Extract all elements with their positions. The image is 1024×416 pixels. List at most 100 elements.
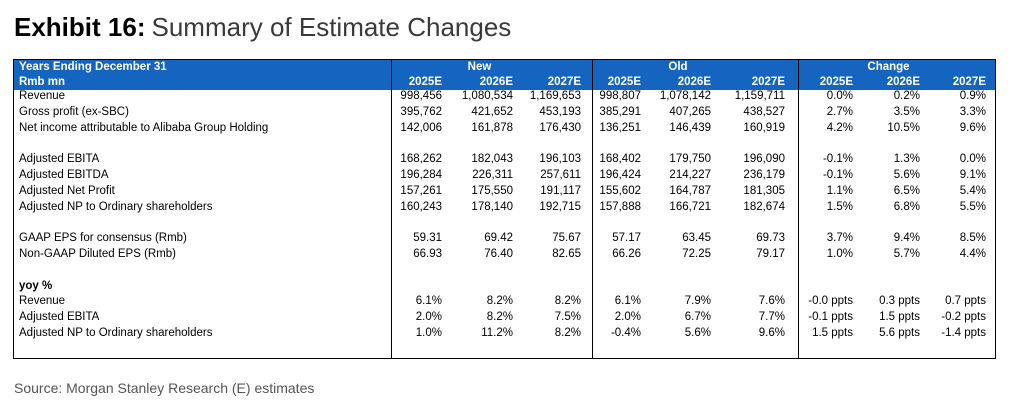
cell-chg: 3.5% (893, 105, 920, 118)
cell-new: 257,611 (540, 168, 581, 181)
cell-new: 8.2% (554, 326, 581, 339)
cell-new (444, 279, 515, 295)
cell-old: 164,787 (669, 184, 711, 197)
cell-chg: -0.2 ppts (941, 311, 986, 324)
cell-old: 385,291 (599, 105, 641, 118)
header-year: 2026E (479, 75, 513, 88)
cell-chg: 6.5% (893, 184, 920, 197)
cell-new: 160,243 (400, 200, 442, 213)
cell-new: 82.65 (552, 247, 581, 260)
row-label: Adjusted EBITDA (19, 168, 109, 181)
cell-chg: 9.6% (959, 121, 986, 134)
cell-new: 178,140 (471, 200, 513, 213)
cell-new: 421,652 (471, 105, 513, 118)
table-row: Net income attributable to Alibaba Group… (17, 121, 988, 137)
cell-new: 75.67 (552, 232, 581, 245)
header-year: 2026E (886, 75, 920, 88)
cell-old: 438,527 (743, 105, 785, 118)
cell-chg: 9.1% (959, 168, 986, 181)
cell-old: 1,078,142 (659, 90, 711, 102)
header-group-new: New (467, 61, 492, 73)
exhibit-title: Exhibit 16: Summary of Estimate Changes (14, 12, 511, 43)
cell-new: 196,103 (539, 153, 581, 166)
cell-new: 453,193 (539, 105, 581, 118)
cell-new: 69.42 (484, 232, 513, 245)
cell-new: 175,550 (471, 184, 513, 197)
cell-old: 160,919 (743, 121, 785, 134)
estimate-table-frame: Years Ending December 31 New Old Change … (13, 59, 996, 359)
cell-new: 182,043 (471, 153, 513, 166)
cell-new: 6.1% (415, 295, 442, 308)
row-label: Net income attributable to Alibaba Group… (19, 121, 269, 134)
source-note: Source: Morgan Stanley Research (E) esti… (14, 380, 315, 396)
cell-chg: 1.0% (826, 247, 853, 260)
cell-old: 179,750 (669, 153, 711, 166)
table-row: Adjusted EBITDA 196,284 226,311 257,611 196,… (17, 168, 988, 184)
cell-chg: 8.5% (959, 232, 986, 245)
cell-new: 1.0% (415, 326, 442, 339)
cell-chg: -0.0 ppts (808, 295, 853, 308)
cell-old: 5.6% (684, 326, 711, 339)
cell-old: 1,159,711 (734, 90, 785, 102)
header-years-label: Years Ending December 31 (19, 61, 167, 73)
cell-chg: 0.9% (959, 90, 986, 102)
cell-chg: 1.5 ppts (812, 326, 853, 339)
cell-old: 998,807 (599, 90, 641, 102)
row-label: Non-GAAP Diluted EPS (Rmb) (19, 247, 177, 260)
row-label: Adjusted NP to Ordinary shareholders (19, 200, 213, 213)
cell-new: 161,878 (471, 121, 513, 134)
cell-chg: 9.4% (893, 232, 920, 245)
table-row: Adjusted NP to Ordinary shareholders 1.0%… (17, 326, 988, 342)
cell-old: 79.17 (756, 247, 785, 260)
cell-old: 155,602 (599, 184, 641, 197)
estimate-changes-table: Years Ending December 31 New Old Change … (17, 60, 988, 342)
cell-chg: 0.0% (959, 153, 986, 166)
header-row-groups: Years Ending December 31 New Old Change (17, 60, 988, 75)
row-label: yoy % (19, 279, 53, 292)
cell-chg: 1.5% (826, 200, 853, 213)
table-row: Non-GAAP Diluted EPS (Rmb) 66.93 76.40 82.6… (17, 247, 988, 263)
header-group-old: Old (668, 61, 688, 73)
cell-old: 214,227 (669, 168, 711, 181)
cell-new: 66.93 (413, 247, 442, 260)
cell-chg: 0.0% (826, 90, 853, 102)
row-label: Revenue (19, 295, 66, 308)
cell-new: 176,430 (539, 121, 581, 134)
divider-old (592, 60, 593, 358)
header-year: 2026E (677, 75, 711, 88)
cell-old: 146,439 (669, 121, 711, 134)
cell-chg: 6.8% (893, 200, 920, 213)
cell-old: 6.7% (684, 311, 711, 324)
cell-new: 196,284 (400, 168, 442, 181)
cell-chg: 1.3% (893, 153, 920, 166)
cell-new: 998,456 (400, 90, 442, 102)
cell-chg: 3.3% (959, 105, 986, 118)
row-label: Adjusted NP to Ordinary shareholders (19, 326, 213, 339)
cell-new: 395,762 (400, 105, 442, 118)
cell-new: 192,715 (539, 200, 581, 213)
spacer-row (17, 215, 988, 231)
cell-chg: 10.5% (887, 121, 920, 134)
spacer-row (17, 263, 988, 279)
cell-new: 157,261 (400, 184, 442, 197)
cell-new: 8.2% (486, 295, 513, 308)
cell-old (583, 279, 643, 295)
cell-old: 7.6% (758, 295, 785, 308)
cell-chg: 0.3 ppts (879, 295, 920, 308)
cell-new: 8.2% (486, 311, 513, 324)
table-row: Gross profit (ex-SBC) 395,762 421,652 453,1… (17, 105, 988, 121)
cell-old: 57.17 (612, 232, 641, 245)
cell-chg: -0.1% (822, 153, 853, 166)
cell-chg: 5.5% (959, 200, 986, 213)
cell-old: 407,265 (669, 105, 711, 118)
row-label: Adjusted Net Profit (19, 184, 115, 197)
cell-old: 2.0% (614, 311, 641, 324)
cell-old: 7.7% (758, 311, 785, 324)
cell-old: 196,424 (599, 168, 641, 181)
table-row: GAAP EPS for consensus (Rmb) 59.31 69.42 75… (17, 231, 988, 247)
cell-new (515, 279, 583, 295)
cell-old: 7.9% (684, 295, 711, 308)
cell-old: 157,888 (599, 200, 641, 213)
cell-chg: 0.7 ppts (945, 295, 986, 308)
header-year: 2025E (607, 75, 641, 88)
